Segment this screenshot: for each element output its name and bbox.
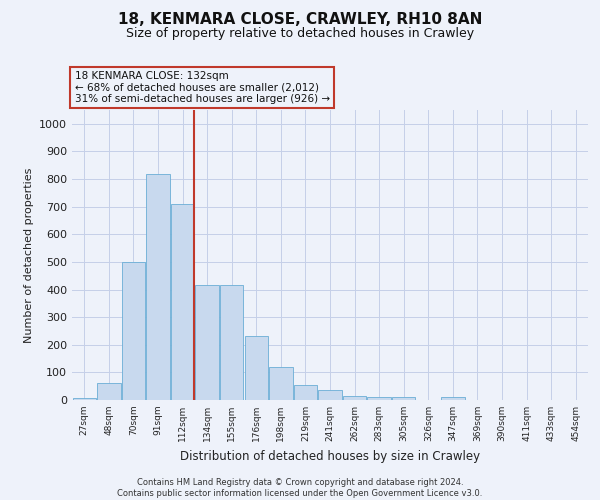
Bar [367,397,391,400]
Y-axis label: Number of detached properties: Number of detached properties [23,168,34,342]
Bar [97,384,121,400]
Bar [245,336,268,400]
Bar [392,397,415,400]
Bar [269,367,293,400]
Text: Size of property relative to detached houses in Crawley: Size of property relative to detached ho… [126,28,474,40]
Bar [171,204,194,400]
Bar [220,286,244,400]
Text: Contains HM Land Registry data © Crown copyright and database right 2024.
Contai: Contains HM Land Registry data © Crown c… [118,478,482,498]
Bar [122,262,145,400]
Bar [319,390,341,400]
Bar [196,286,219,400]
Bar [343,396,366,400]
Bar [146,174,170,400]
Bar [441,397,464,400]
X-axis label: Distribution of detached houses by size in Crawley: Distribution of detached houses by size … [180,450,480,462]
Text: 18 KENMARA CLOSE: 132sqm
← 68% of detached houses are smaller (2,012)
31% of sem: 18 KENMARA CLOSE: 132sqm ← 68% of detach… [74,71,330,104]
Bar [73,398,96,400]
Text: 18, KENMARA CLOSE, CRAWLEY, RH10 8AN: 18, KENMARA CLOSE, CRAWLEY, RH10 8AN [118,12,482,28]
Bar [294,385,317,400]
